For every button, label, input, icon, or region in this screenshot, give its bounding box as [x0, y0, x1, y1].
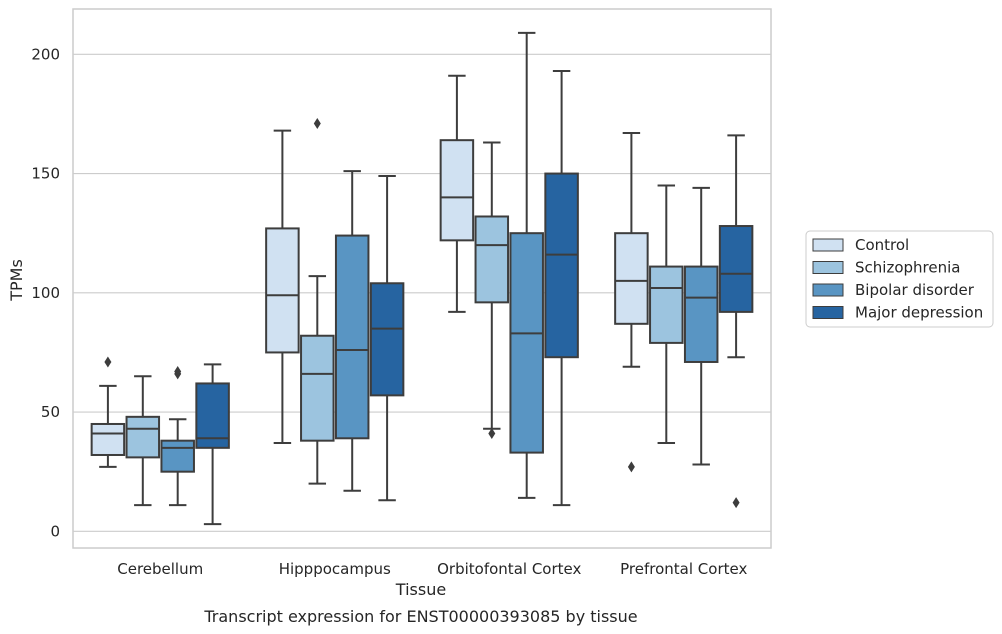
- box-2-0: [160, 439, 195, 473]
- legend-label-1: Schizophrenia: [855, 259, 960, 277]
- legend-swatch-2: [812, 283, 844, 297]
- box-0-2: [439, 139, 475, 242]
- legend-swatch-0: [812, 238, 844, 252]
- box-1-3: [649, 265, 684, 344]
- box-2-3: [683, 265, 719, 363]
- box-0-3: [614, 232, 649, 325]
- x-tick-label-1: Hipppocampus: [279, 560, 391, 578]
- box-1-0: [125, 415, 161, 459]
- outlier-3-3-0: [732, 497, 740, 509]
- grid-lines: [73, 53, 771, 532]
- box-2-1: [334, 234, 370, 440]
- box-1-1: [300, 334, 335, 442]
- legend-label-2: Bipolar disorder: [855, 281, 975, 299]
- y-tick-label-150: 150: [31, 165, 60, 183]
- x-tick-label-2: Orbitofontal Cortex: [437, 560, 581, 578]
- box-3-0: [195, 382, 230, 449]
- y-axis-label: TPMs: [7, 259, 26, 302]
- box-3-2: [544, 172, 579, 359]
- legend-swatch-1: [812, 261, 844, 274]
- box-1-2: [474, 215, 510, 304]
- legend-swatch-3: [812, 306, 844, 319]
- legend-label-3: Major depression: [855, 304, 983, 322]
- y-tick-label-100: 100: [31, 284, 60, 302]
- plot-area: [90, 31, 754, 526]
- box-3-1: [369, 282, 405, 397]
- outlier-1-1-0: [313, 117, 321, 129]
- x-axis-ticks: Cerebellum Hipppocampus Orbitofontal Corte…: [117, 560, 747, 578]
- legend-label-0: Control: [855, 236, 909, 254]
- x-tick-label-3: Prefrontal Cortex: [620, 560, 747, 578]
- legend: Control Schizophrenia Bipolar disorder Majo…: [805, 230, 994, 328]
- chart-caption: Transcript expression for ENST0000039308…: [203, 607, 637, 626]
- plot-frame: [72, 8, 772, 549]
- outlier-0-3-0: [627, 461, 635, 473]
- legend-frame: [805, 230, 994, 328]
- x-axis-label: Tissue: [395, 580, 446, 599]
- y-tick-label-0: 0: [50, 522, 60, 540]
- outlier-2-0-1: [174, 366, 182, 378]
- y-axis-ticks: 0 50 100 150 200: [31, 45, 60, 540]
- box-0-0: [90, 422, 126, 456]
- outlier-1-2-0: [488, 428, 496, 440]
- box-0-1: [265, 227, 300, 354]
- x-tick-label-0: Cerebellum: [117, 560, 203, 578]
- outlier-0-0-0: [104, 356, 112, 368]
- y-tick-label-50: 50: [41, 403, 60, 421]
- y-tick-label-200: 200: [31, 45, 60, 63]
- box-2-2: [509, 232, 544, 454]
- box-3-3: [718, 225, 754, 313]
